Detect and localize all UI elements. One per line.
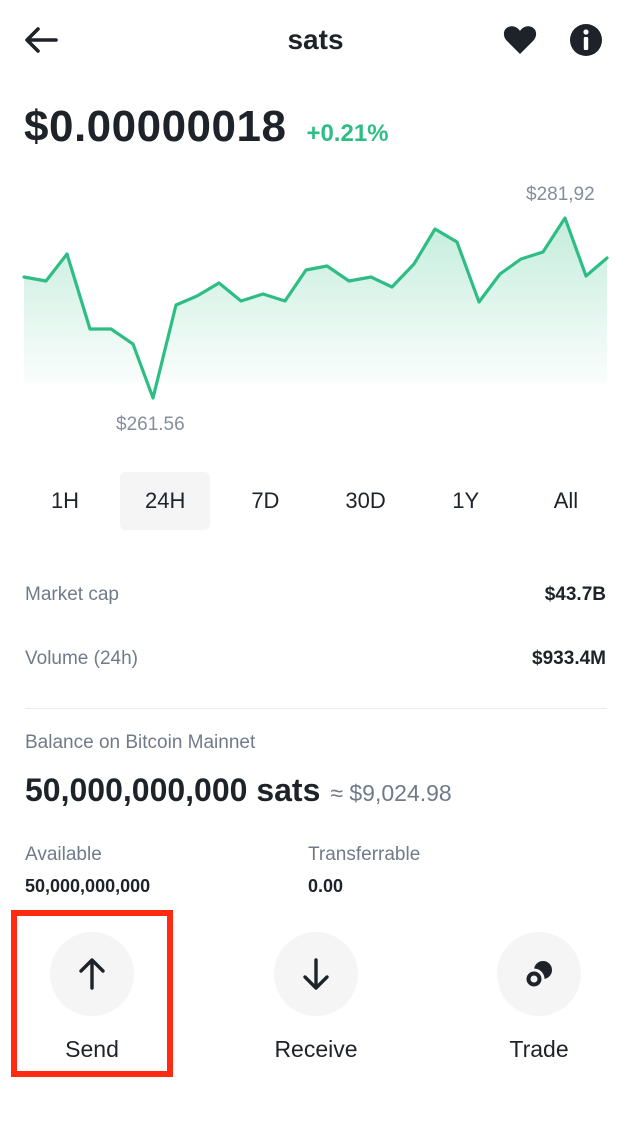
receive-circle[interactable] <box>274 932 358 1016</box>
send-highlight-box <box>11 910 173 1077</box>
send-button[interactable]: Send <box>22 932 162 1063</box>
send-label: Send <box>65 1036 119 1062</box>
price-change: +0.21% <box>306 120 389 147</box>
receive-label: Receive <box>274 1036 358 1062</box>
trade-button[interactable]: Trade <box>469 932 609 1063</box>
divider <box>25 708 607 709</box>
transferrable-value: 0.00 <box>308 876 344 896</box>
transferrable-label: Transferrable <box>308 844 421 865</box>
favorite-button[interactable] <box>502 22 540 60</box>
back-button[interactable] <box>24 22 66 58</box>
market-cap-label: Market cap <box>25 584 119 605</box>
header: sats <box>0 0 631 86</box>
price-row: $0.00000018 +0.21% <box>24 102 389 152</box>
current-price: $0.00000018 <box>24 102 287 151</box>
chart-high-label: $281,92 <box>526 184 595 205</box>
available-block: Available 50,000,000,000 <box>25 844 150 897</box>
balance-fiat: ≈ $9,024.98 <box>330 780 452 806</box>
chart-low-label: $261.56 <box>116 414 185 435</box>
arrow-left-icon <box>25 27 58 53</box>
available-value: 50,000,000,000 <box>25 876 151 896</box>
trade-label: Trade <box>509 1036 569 1062</box>
volume-row: Volume (24h) $933.4M <box>25 648 606 670</box>
available-label: Available <box>25 844 102 865</box>
range-1h[interactable]: 1H <box>50 488 80 513</box>
heart-icon <box>503 26 537 54</box>
chart-area <box>24 218 607 398</box>
page-title: sats <box>287 24 344 55</box>
arrow-up-icon <box>79 958 105 990</box>
receive-button[interactable]: Receive <box>246 932 386 1063</box>
balance-amount: 50,000,000,000 sats <box>25 772 321 808</box>
price-chart-svg <box>22 216 609 400</box>
balance-row: 50,000,000,000 sats ≈ $9,024.98 <box>25 772 452 809</box>
info-icon <box>570 24 602 56</box>
transferrable-block: Transferrable 0.00 <box>308 844 420 897</box>
volume-label: Volume (24h) <box>25 648 139 669</box>
send-circle[interactable] <box>50 932 134 1016</box>
arrow-down-icon <box>303 958 329 990</box>
range-all[interactable]: All <box>553 488 579 513</box>
range-1y[interactable]: 1Y <box>452 488 480 513</box>
range-24h[interactable]: 24H <box>120 472 211 530</box>
trade-circle[interactable] <box>497 932 581 1016</box>
range-7d[interactable]: 7D <box>251 488 280 513</box>
range-30d[interactable]: 30D <box>345 488 386 513</box>
chart-line <box>22 216 609 400</box>
time-range-selector: 1H 24H 7D 30D 1Y All <box>20 472 611 530</box>
market-cap-row: Market cap $43.7B <box>25 584 606 606</box>
market-cap-value: $43.7B <box>544 584 606 605</box>
info-button[interactable] <box>568 22 606 60</box>
balance-label: Balance on Bitcoin Mainnet <box>25 732 256 753</box>
trade-icon <box>523 961 552 990</box>
price-chart[interactable]: $281,92 $261.56 <box>0 170 631 440</box>
volume-value: $933.4M <box>532 648 606 669</box>
